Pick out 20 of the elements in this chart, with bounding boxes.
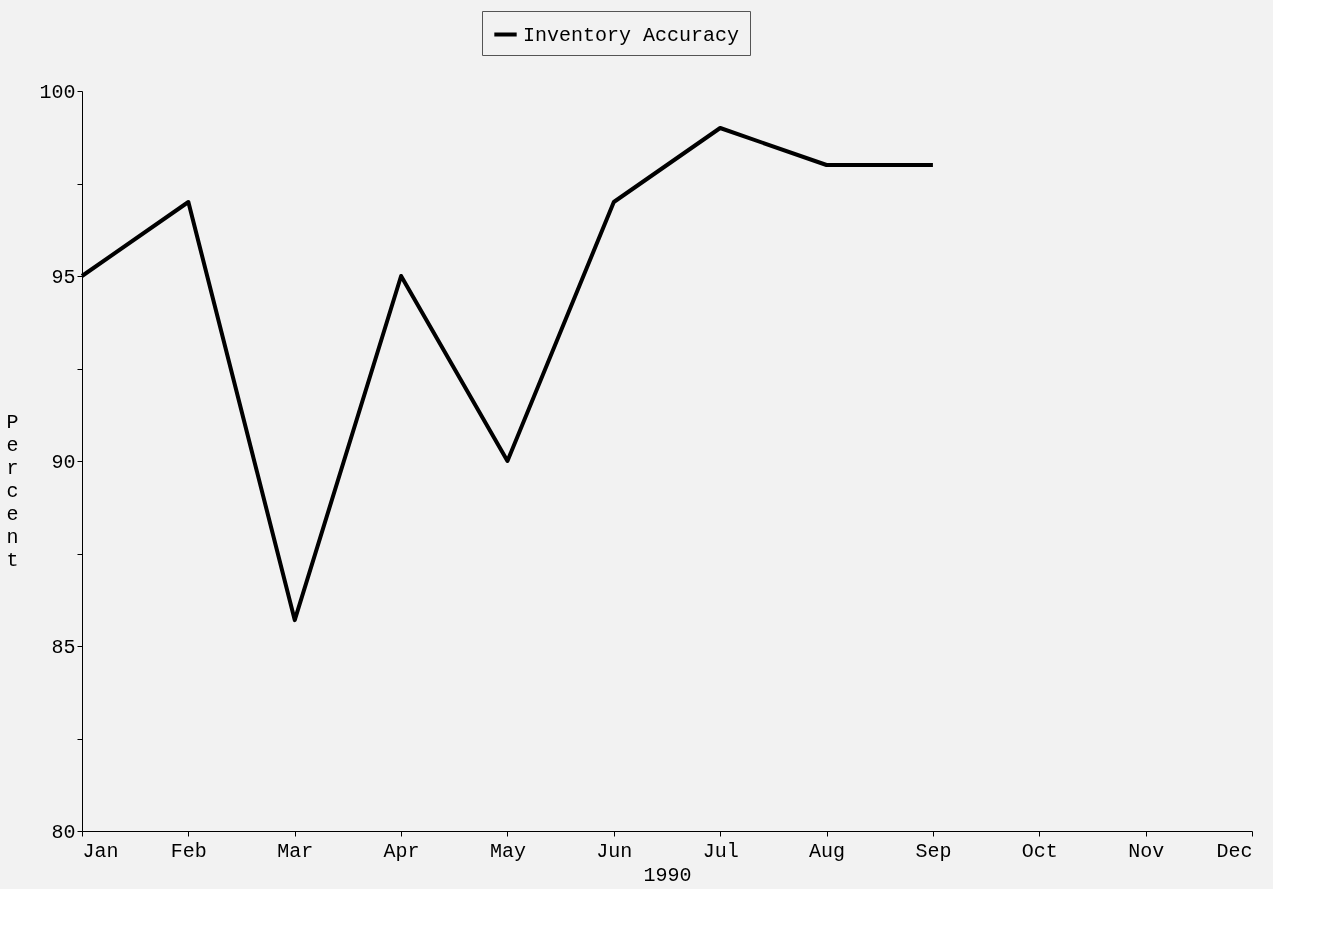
- x-tick-label: Apr: [383, 839, 420, 863]
- legend-label: Inventory Accuracy: [523, 23, 740, 47]
- x-tick-label: Mar: [277, 839, 314, 863]
- x-tick-label: Jul: [702, 839, 739, 863]
- x-tick-label: Nov: [1128, 839, 1165, 863]
- x-axis-title: 1990: [643, 863, 692, 887]
- x-tick-label: Feb: [170, 839, 207, 863]
- x-tick-label: Oct: [1021, 839, 1058, 863]
- x-tick-label: Jun: [596, 839, 633, 863]
- x-tick-label: Jan: [82, 839, 119, 863]
- x-tick-label: Dec: [1216, 839, 1253, 863]
- x-tick-label: May: [489, 839, 526, 863]
- y-tick-label: 85: [51, 635, 76, 659]
- y-tick-label: 95: [51, 265, 76, 289]
- y-tick-label: 100: [39, 80, 76, 104]
- x-tick-label: Aug: [809, 839, 846, 863]
- y-tick-label: 80: [51, 820, 76, 844]
- y-axis-title: Percent: [6, 410, 19, 572]
- x-tick-label: Sep: [915, 839, 952, 863]
- y-tick-label: 90: [51, 450, 76, 474]
